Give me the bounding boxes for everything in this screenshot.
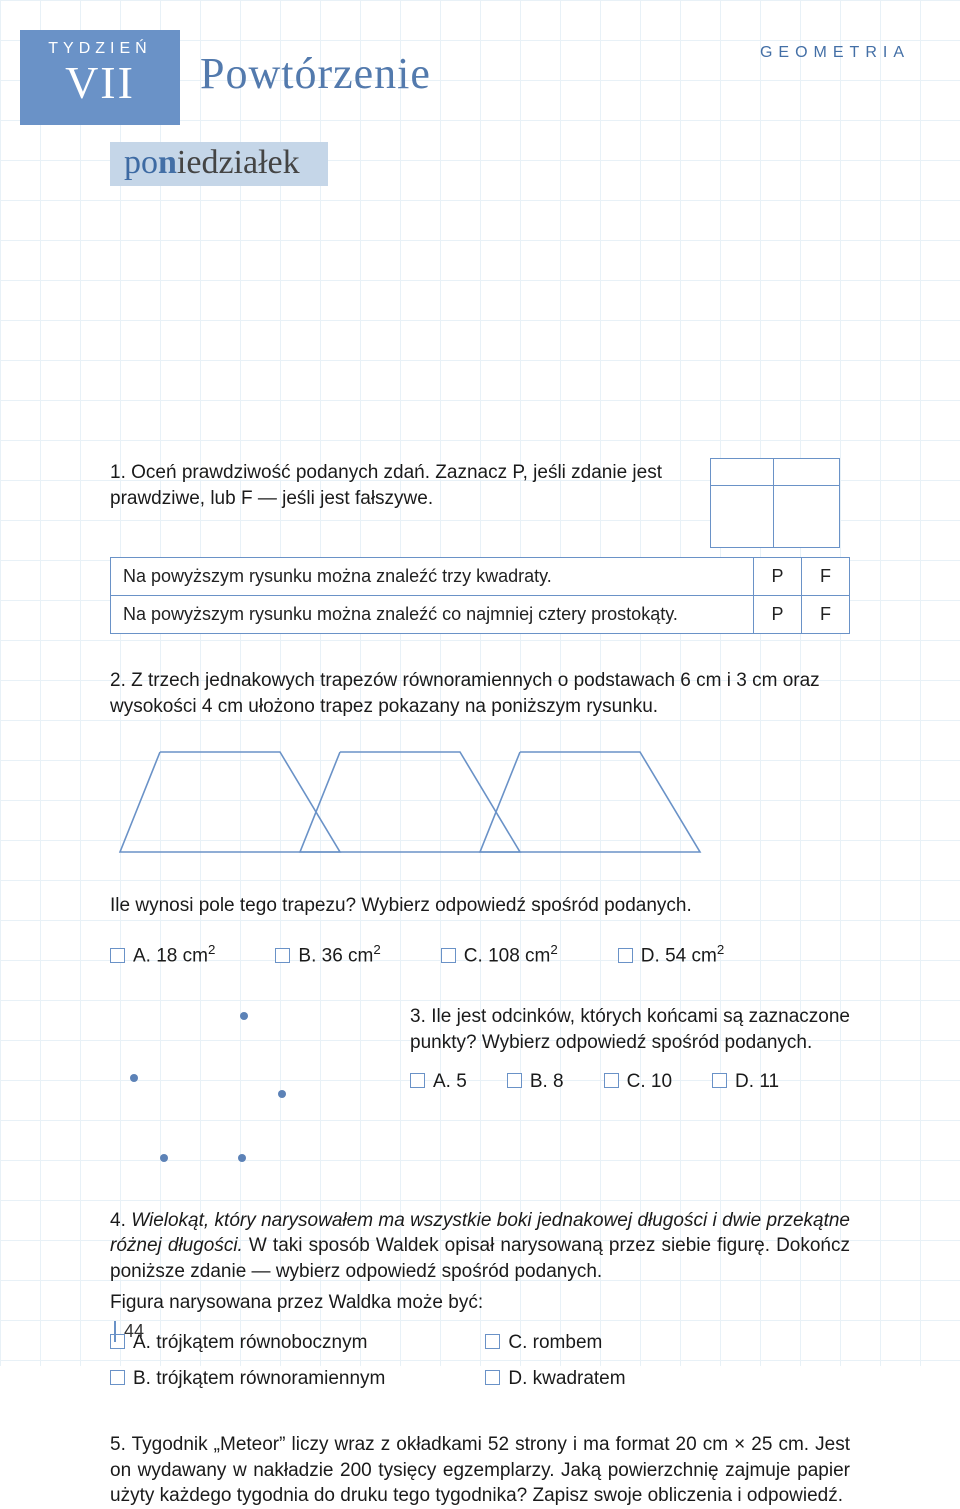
checkbox-icon: [275, 948, 290, 963]
checkbox-icon: [110, 1370, 125, 1385]
checkbox-icon: [604, 1073, 619, 1088]
dot-icon: [240, 1012, 248, 1020]
option-value: 10: [651, 1071, 672, 1092]
choice-p[interactable]: P: [754, 596, 802, 634]
option-c[interactable]: C. 108 cm2: [441, 942, 558, 967]
option-label: C.: [627, 1071, 646, 1092]
option-value: 36 cm: [322, 946, 374, 967]
option-sup: 2: [717, 942, 724, 957]
option-d[interactable]: D. 11: [712, 1071, 779, 1093]
table-row: Na powyższym rysunku można znaleźć trzy …: [111, 558, 850, 596]
option-value: trójkątem równobocznym: [156, 1332, 367, 1353]
checkbox-icon: [410, 1073, 425, 1088]
choice-p[interactable]: P: [754, 558, 802, 596]
checkbox-icon: [507, 1073, 522, 1088]
checkbox-icon: [712, 1073, 727, 1088]
option-a[interactable]: A. trójkątem równobocznym: [110, 1332, 385, 1354]
q3-dots-figure: [110, 1004, 370, 1174]
option-value: 11: [759, 1071, 779, 1092]
q4-prompt: 4. Wielokąt, który narysowałem ma wszyst…: [110, 1208, 850, 1285]
option-label: D.: [641, 946, 660, 967]
option-a[interactable]: A. 5: [410, 1071, 467, 1093]
page-number: 44: [114, 1321, 144, 1342]
option-value: kwadratem: [533, 1368, 626, 1389]
checkbox-icon: [485, 1334, 500, 1349]
true-false-table: Na powyższym rysunku można znaleźć trzy …: [110, 557, 850, 634]
q1-figure-squares: [710, 458, 840, 548]
option-value: 18 cm: [156, 946, 208, 967]
q5-prompt: 5. Tygodnik „Meteor” liczy wraz z okładk…: [110, 1432, 850, 1509]
statement-cell: Na powyższym rysunku można znaleźć trzy …: [111, 558, 754, 596]
option-label: A.: [433, 1071, 451, 1092]
week-word: TYDZIEŃ: [20, 30, 180, 58]
q4-subprompt: Figura narysowana przez Waldka może być:: [110, 1290, 850, 1316]
option-c[interactable]: C. rombem: [485, 1332, 625, 1354]
q2-prompt: 2. Z trzech jednakowych trapezów równora…: [110, 668, 850, 719]
option-label: A.: [133, 946, 151, 967]
option-label: B.: [530, 1071, 548, 1092]
option-d[interactable]: D. kwadratem: [485, 1368, 625, 1390]
option-label: C.: [464, 946, 483, 967]
q4-options: A. trójkątem równobocznym B. trójkątem r…: [110, 1332, 850, 1390]
q2-trapezoid-figure: [110, 742, 770, 862]
checkbox-icon: [441, 948, 456, 963]
option-label: D.: [735, 1071, 754, 1092]
option-sup: 2: [373, 942, 380, 957]
q4-number: 4.: [110, 1210, 131, 1231]
week-badge: TYDZIEŃ VII: [20, 30, 180, 125]
q2-options: A. 18 cm2 B. 36 cm2 C. 108 cm2 D. 54 cm2: [110, 942, 850, 967]
option-label: D.: [508, 1368, 527, 1389]
option-label: C.: [508, 1332, 527, 1353]
dot-icon: [160, 1154, 168, 1162]
q3-options: A. 5 B. 8 C. 10 D. 11: [410, 1071, 850, 1093]
q3-prompt: 3. Ile jest odcinków, których końcami są…: [410, 1004, 850, 1057]
option-d[interactable]: D. 54 cm2: [618, 942, 724, 967]
dot-icon: [238, 1154, 246, 1162]
option-value: 108 cm: [488, 946, 550, 967]
q1-prompt: 1. Oceń prawdziwość podanych zdań. Zazna…: [110, 460, 680, 511]
week-number: VII: [20, 58, 180, 106]
choice-f[interactable]: F: [802, 596, 850, 634]
option-b[interactable]: B. 36 cm2: [275, 942, 380, 967]
page-title: Powtórzenie: [200, 48, 431, 99]
option-value: 54 cm: [665, 946, 717, 967]
q2-followup: Ile wynosi pole tego trapezu? Wybierz od…: [110, 893, 850, 919]
option-value: 5: [456, 1071, 467, 1092]
checkbox-icon: [110, 948, 125, 963]
option-sup: 2: [550, 942, 557, 957]
table-row: Na powyższym rysunku można znaleźć co na…: [111, 596, 850, 634]
option-value: 8: [553, 1071, 564, 1092]
option-value: rombem: [533, 1332, 603, 1353]
option-b[interactable]: B. trójkątem równoramiennym: [110, 1368, 385, 1390]
choice-f[interactable]: F: [802, 558, 850, 596]
option-b[interactable]: B. 8: [507, 1071, 564, 1093]
option-c[interactable]: C. 10: [604, 1071, 672, 1093]
option-label: B.: [133, 1368, 151, 1389]
statement-cell: Na powyższym rysunku można znaleźć co na…: [111, 596, 754, 634]
checkbox-icon: [485, 1370, 500, 1385]
option-sup: 2: [208, 942, 215, 957]
weekday-label: poniedziałek: [110, 142, 328, 186]
checkbox-icon: [618, 948, 633, 963]
option-a[interactable]: A. 18 cm2: [110, 942, 215, 967]
subject-label: GEOMETRIA: [760, 44, 910, 62]
option-label: B.: [298, 946, 316, 967]
option-value: trójkątem równoramiennym: [156, 1368, 385, 1389]
dot-icon: [278, 1090, 286, 1098]
dot-icon: [130, 1074, 138, 1082]
